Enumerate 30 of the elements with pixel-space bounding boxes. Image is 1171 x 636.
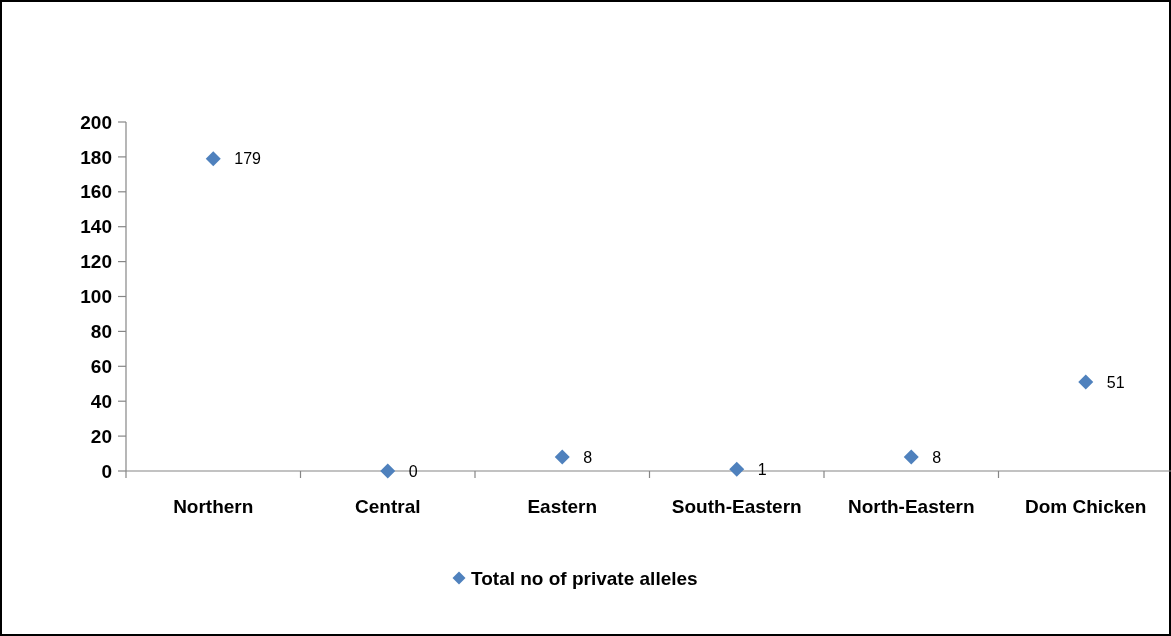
point: [380, 463, 396, 479]
y-tick-label: 120: [80, 251, 112, 273]
y-tick-label: 200: [80, 111, 112, 133]
point: [1078, 374, 1094, 390]
x-tick-label: South-Eastern: [671, 496, 802, 517]
x-tick-label: North-Eastern: [847, 496, 975, 517]
x-tick-label: Northern: [173, 496, 254, 517]
point: [205, 151, 221, 167]
data-label: 8: [932, 448, 942, 466]
point: [554, 449, 570, 465]
y-tick-label: 160: [80, 181, 112, 203]
x-tick-label: Eastern: [527, 496, 598, 517]
point: [903, 449, 919, 465]
y-tick-label: 20: [90, 425, 112, 447]
y-tick-label: 80: [90, 321, 112, 343]
y-tick-label: 180: [80, 146, 112, 168]
y-tick-label: 40: [90, 390, 112, 412]
x-tick-label: Central: [355, 496, 421, 517]
y-tick-label: 100: [80, 286, 112, 308]
y-tick-label: 60: [90, 355, 112, 377]
data-label: 0: [408, 462, 418, 480]
y-tick-label: 0: [101, 460, 112, 482]
x-tick-label: Dom Chicken: [1025, 496, 1147, 517]
data-label: 8: [583, 448, 593, 466]
legend-label: Total no of private alleles: [471, 567, 698, 589]
point: [729, 461, 745, 477]
y-tick-label: 140: [80, 216, 112, 238]
data-label: 51: [1106, 373, 1125, 391]
data-label: 1: [757, 460, 767, 478]
data-label: 179: [234, 150, 262, 168]
